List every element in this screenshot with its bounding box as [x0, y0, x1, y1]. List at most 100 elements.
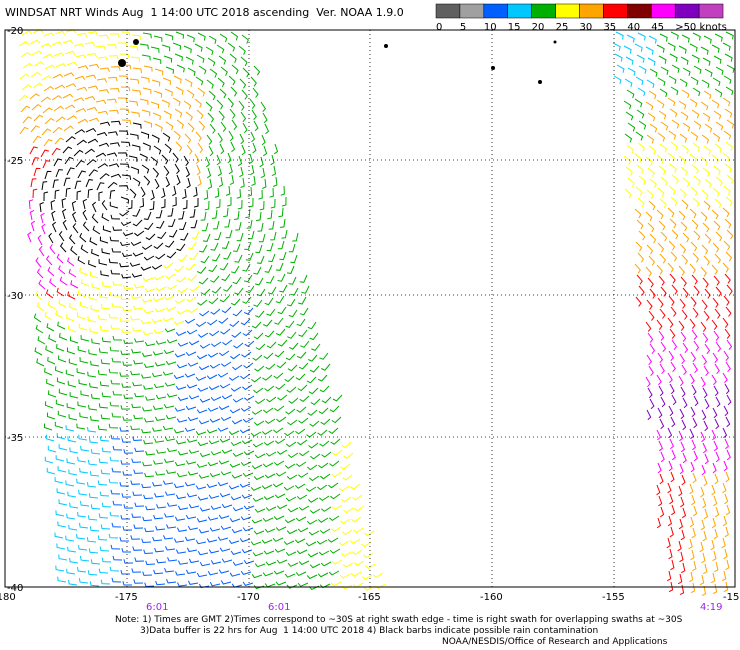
wind-barb: [724, 163, 732, 173]
lon-label: -175: [115, 592, 138, 603]
wind-barb: [218, 460, 230, 465]
wind-barb: [50, 200, 55, 211]
wind-barb: [308, 475, 320, 482]
wind-barb: [141, 54, 151, 61]
wind-barb: [230, 496, 242, 501]
wind-barb: [176, 174, 181, 186]
wind-barb: [109, 33, 120, 38]
wind-barb: [691, 274, 698, 285]
wind-barb: [667, 97, 676, 107]
wind-barb: [252, 497, 264, 502]
wind-barb: [185, 514, 197, 520]
wind-barb: [229, 408, 241, 414]
wind-barb: [261, 539, 273, 544]
wind-barb: [196, 266, 207, 274]
wind-barb: [56, 432, 66, 440]
wind-barb: [649, 233, 657, 244]
wind-barb: [198, 65, 207, 75]
wind-barb: [112, 335, 123, 341]
wind-barb: [287, 452, 299, 459]
wind-barb: [101, 213, 110, 222]
wind-barb: [251, 175, 256, 186]
wind-barb: [352, 494, 363, 501]
wind-barb: [678, 265, 685, 276]
wind-barb: [109, 511, 120, 517]
wind-barb: [90, 449, 101, 455]
wind-barb: [645, 101, 654, 111]
wind-barb: [164, 328, 176, 333]
wind-barb: [100, 524, 111, 530]
wind-barb: [85, 127, 97, 133]
wind-barb: [141, 538, 152, 544]
wind-barb: [98, 34, 109, 40]
wind-barb: [266, 341, 277, 349]
wind-barb: [712, 407, 718, 419]
note-line-3: NOAA/NESDIS/Office of Research and Appli…: [442, 637, 668, 647]
wind-barb: [294, 538, 306, 544]
wind-barb: [139, 98, 149, 105]
wind-barb: [76, 139, 87, 146]
wind-barb: [703, 475, 708, 487]
wind-barb: [712, 297, 719, 308]
lat-label: -40: [7, 583, 23, 594]
wind-barb: [165, 360, 177, 365]
wind-barb: [681, 254, 689, 265]
wind-barb: [58, 499, 68, 506]
wind-barb: [74, 129, 86, 135]
wind-barb: [56, 253, 64, 264]
wind-barb: [66, 257, 75, 267]
wind-barb: [76, 190, 82, 201]
wind-barb: [132, 219, 143, 227]
wind-barb: [195, 376, 207, 381]
wind-barb: [703, 90, 712, 100]
wind-barb: [152, 297, 164, 302]
wind-barb: [680, 331, 687, 342]
wind-barb: [76, 533, 86, 540]
wind-barb: [201, 222, 209, 232]
wind-barb: [681, 474, 686, 486]
wind-barb: [143, 175, 151, 186]
wind-barb: [296, 549, 308, 555]
wind-barb: [111, 357, 122, 363]
wind-barb: [713, 440, 719, 452]
wind-barb: [659, 88, 668, 98]
wind-barb: [80, 445, 90, 452]
wind-barb: [724, 493, 729, 505]
wind-barb: [131, 513, 142, 518]
wind-barb: [139, 153, 148, 162]
wind-barb: [165, 546, 176, 551]
wind-barb: [285, 320, 295, 329]
wind-barb: [328, 427, 339, 435]
wind-barb: [682, 67, 691, 76]
wind-barb: [69, 336, 79, 344]
wind-barb: [722, 262, 729, 273]
wind-barb: [88, 493, 99, 499]
wind-barb: [704, 288, 711, 299]
wind-barb: [703, 420, 709, 432]
wind-barb: [703, 508, 709, 520]
wind-barb: [139, 197, 145, 208]
wind-barb: [214, 187, 220, 198]
wind-barb: [46, 467, 56, 475]
wind-barb: [39, 202, 44, 213]
wind-barb: [55, 455, 65, 462]
wind-barb: [58, 554, 68, 561]
wind-barb: [121, 119, 132, 125]
wind-barb: [207, 516, 219, 521]
wind-barb: [298, 505, 310, 511]
wind-barb: [57, 521, 67, 528]
wind-barb: [142, 330, 154, 336]
wind-barb: [669, 108, 678, 118]
wind-barb: [175, 385, 187, 390]
wind-barb: [351, 549, 363, 556]
wind-barb: [658, 110, 667, 120]
wind-barb: [701, 409, 707, 421]
wind-barb: [96, 132, 108, 137]
wind-barb: [151, 372, 163, 378]
wind-barb: [130, 294, 142, 300]
wind-barb: [704, 233, 712, 244]
wind-barb: [258, 233, 266, 243]
wind-barb: [78, 323, 88, 331]
wind-barb: [221, 273, 231, 282]
wind-barb: [54, 189, 60, 200]
